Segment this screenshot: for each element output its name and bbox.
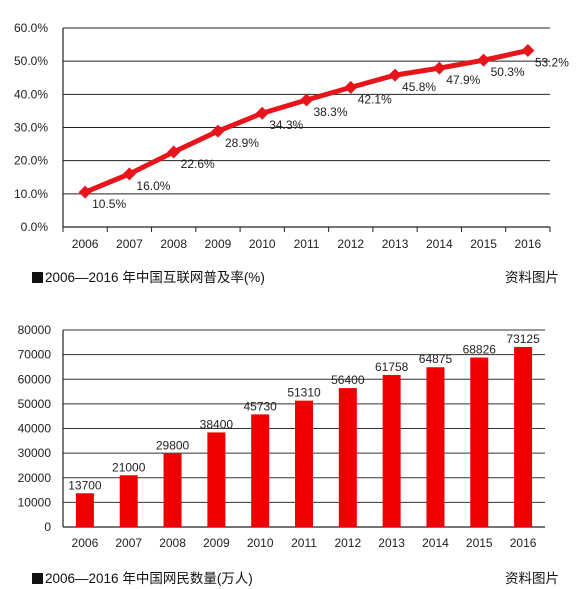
data-label: 10.5% [92,197,126,211]
x-tick-label: 2010 [249,237,276,251]
data-label: 45730 [243,399,277,413]
bar [470,357,489,527]
internet-penetration-line-chart: 0.0% 10.0% 20.0% 30.0% 40.0% 50.0% 60.0% 2006 20… [14,21,569,251]
bar [514,346,533,527]
data-label: 21000 [112,460,146,474]
x-tick-label: 2008 [160,237,187,251]
data-label: 61758 [375,360,409,374]
data-point-marker [477,53,491,67]
bar [119,475,138,527]
y-tick-label: 10000 [18,495,52,509]
data-label: 38.3% [313,105,347,119]
x-tick-label: 2007 [115,536,142,550]
x-tick-label: 2012 [337,237,364,251]
x-tick-label: 2009 [203,536,230,550]
y-tick-label: 80000 [18,323,52,337]
data-point-marker [211,124,225,138]
x-tick-label: 2011 [294,237,320,251]
x-tick-label: 2015 [466,536,493,550]
x-tick-label: 2014 [422,536,449,550]
bar [75,493,94,527]
data-point-marker [167,145,181,159]
y-tick-label: 40.0% [14,87,48,101]
data-label: 29800 [156,439,190,453]
data-point-marker [78,185,92,199]
bar [426,367,445,527]
bar [295,400,313,527]
data-point-marker [344,80,358,94]
bar [338,388,357,527]
chart1-caption: 2006—2016 年中国互联网普及率(%) [32,266,265,286]
bar [382,374,401,527]
y-tick-label: 30.0% [14,121,48,135]
data-label: 50.3% [491,65,525,79]
x-tick-label: 2011 [291,536,317,550]
data-label: 56400 [331,373,365,387]
x-tick-label: 2006 [72,237,99,251]
y-tick-label: 30000 [18,446,52,460]
x-tick-label: 2012 [334,536,361,550]
y-tick-label: 0.0% [21,220,49,234]
x-tick-label: 2010 [247,536,274,550]
y-tick-label: 20000 [18,471,52,485]
chart2-caption-text: 2006—2016 年中国网民数量(万人) [45,571,253,586]
bullet-square-icon [32,573,43,584]
y-tick-label: 0 [44,520,51,534]
x-tick-label: 2016 [515,237,542,251]
x-tick-label: 2016 [510,536,537,550]
data-point-marker [432,61,446,75]
x-tick-label: 2007 [116,237,143,251]
y-tick-label: 50.0% [14,54,48,68]
x-tick-label: 2014 [426,237,453,251]
data-label: 45.8% [402,80,436,94]
data-label: 22.6% [181,157,215,171]
data-label: 13700 [68,478,102,492]
data-point-marker [388,68,402,82]
data-label: 53.2% [535,56,569,70]
y-tick-label: 70000 [18,348,52,362]
x-tick-label: 2009 [205,237,232,251]
x-tick-label: 2015 [470,237,497,251]
data-point-marker [255,106,269,120]
y-tick-label: 60000 [18,372,52,386]
data-label: 34.3% [269,118,303,132]
series-line [82,48,531,195]
chart1-caption-text: 2006—2016 年中国互联网普及率(%) [45,270,265,285]
data-label: 47.9% [446,73,480,87]
data-label: 51310 [287,386,321,400]
x-tick-label: 2013 [382,237,409,251]
data-label: 42.1% [358,92,392,106]
data-point-marker [300,93,313,107]
netizen-count-bar-chart: 0 10000 20000 30000 40000 50000 60000 70000 8000… [18,323,545,550]
data-point-marker [521,44,535,58]
y-tick-label: 50000 [18,397,52,411]
x-tick-label: 2013 [378,536,405,550]
data-point-marker [122,167,136,181]
data-label: 38400 [200,417,234,431]
data-label: 68826 [463,343,497,357]
data-label: 73125 [506,332,540,346]
y-tick-label: 40000 [18,422,52,436]
data-label: 64875 [419,352,453,366]
chart2-source: 资料图片 [505,571,559,586]
y-tick-label: 60.0% [14,21,48,35]
x-tick-label: 2008 [159,536,186,550]
bar [207,432,226,527]
chart2-caption: 2006—2016 年中国网民数量(万人) [32,567,253,587]
chart1-source: 资料图片 [505,270,559,285]
data-label: 16.0% [136,179,170,193]
data-label: 28.9% [225,136,259,150]
y-tick-label: 20.0% [14,154,48,168]
x-tick-label: 2006 [72,536,99,550]
bullet-square-icon [32,272,43,283]
bar [163,453,182,527]
y-tick-label: 10.0% [14,187,48,201]
bar [251,414,270,527]
